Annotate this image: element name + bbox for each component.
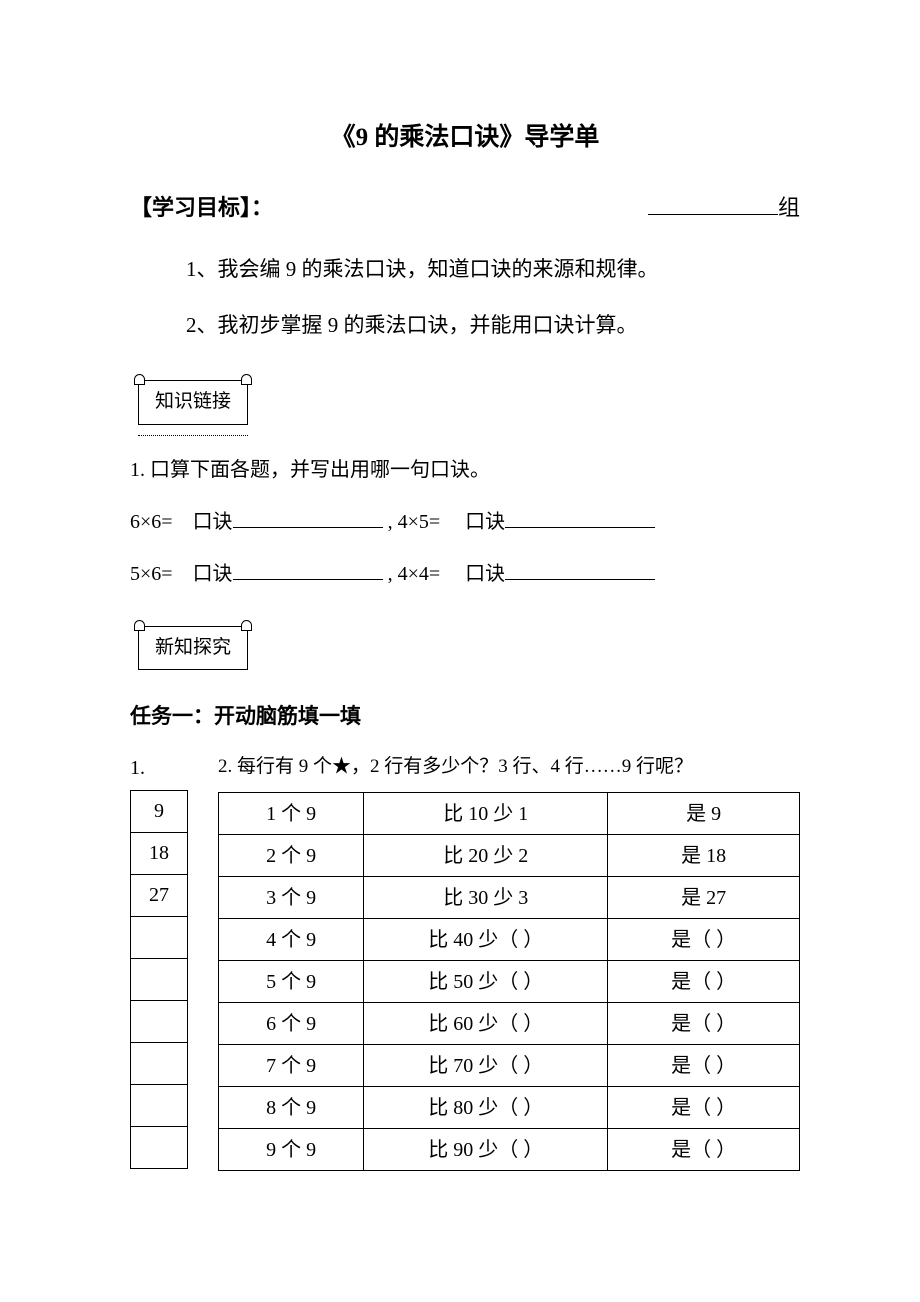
calc-1c: , 4×5=	[388, 511, 441, 533]
small-table: 9 18 27	[130, 790, 188, 1169]
goal-heading: 【学习目标】：	[130, 190, 273, 225]
small-cell[interactable]	[131, 1084, 188, 1126]
big-cell: 2 个 9	[219, 835, 364, 877]
calc-2b-label: 口诀	[193, 563, 233, 585]
big-cell: 9 个 9	[219, 1129, 364, 1171]
group-blank: 组	[648, 190, 800, 225]
table-row: 3 个 9比 30 少 3是 27	[219, 877, 800, 919]
table-row: 7 个 9比 70 少（ ）是（ ）	[219, 1045, 800, 1087]
big-cell[interactable]: 是（ ）	[608, 961, 800, 1003]
calc-1b-label: 口诀	[193, 511, 233, 533]
big-cell[interactable]: 比 80 少（ ）	[364, 1087, 608, 1129]
big-cell[interactable]: 比 50 少（ ）	[364, 961, 608, 1003]
small-cell[interactable]: 18	[131, 832, 188, 874]
big-cell: 比 20 少 2	[364, 835, 608, 877]
big-cell: 比 30 少 3	[364, 877, 608, 919]
worksheet-title: 《9 的乘法口诀》导学单	[130, 118, 800, 158]
goal-item-1: 1、我会编 9 的乘法口诀，知道口诀的来源和规律。	[186, 253, 800, 287]
small-cell[interactable]	[131, 916, 188, 958]
big-cell[interactable]: 是（ ）	[608, 919, 800, 961]
big-cell: 8 个 9	[219, 1087, 364, 1129]
group-underline[interactable]	[648, 195, 778, 215]
section-label-explore: 新知探究	[138, 626, 248, 670]
calc-2a: 5×6=	[130, 563, 173, 585]
table-row: 6 个 9比 60 少（ ）是（ ）	[219, 1003, 800, 1045]
small-cell[interactable]	[131, 1000, 188, 1042]
table-row: 9 个 9比 90 少（ ）是（ ）	[219, 1129, 800, 1171]
small-cell[interactable]	[131, 1042, 188, 1084]
table-row: 8 个 9比 80 少（ ）是（ ）	[219, 1087, 800, 1129]
big-cell: 比 10 少 1	[364, 793, 608, 835]
table-row: 1 个 9比 10 少 1是 9	[219, 793, 800, 835]
goal-item-2: 2、我初步掌握 9 的乘法口诀，并能用口诀计算。	[186, 309, 800, 343]
big-cell: 7 个 9	[219, 1045, 364, 1087]
big-cell[interactable]: 是（ ）	[608, 1045, 800, 1087]
table-row: 5 个 9比 50 少（ ）是（ ）	[219, 961, 800, 1003]
small-cell[interactable]: 27	[131, 874, 188, 916]
big-table: 1 个 9比 10 少 1是 9 2 个 9比 20 少 2是 18 3 个 9…	[218, 792, 800, 1171]
q1-number: 1.	[130, 752, 190, 784]
table-row: 2 个 9比 20 少 2是 18	[219, 835, 800, 877]
big-cell[interactable]: 比 60 少（ ）	[364, 1003, 608, 1045]
right-column: 2. 每行有 9 个★，2 行有多少个？3 行、4 行……9 行呢？ 1 个 9…	[218, 752, 800, 1171]
dotted-underline	[138, 435, 248, 436]
calc-1d-label: 口诀	[465, 511, 505, 533]
big-cell[interactable]: 比 40 少（ ）	[364, 919, 608, 961]
calc-1d-blank[interactable]	[505, 508, 655, 528]
big-cell[interactable]: 是（ ）	[608, 1087, 800, 1129]
left-column: 1. 9 18 27	[130, 752, 190, 1169]
small-cell[interactable]	[131, 958, 188, 1000]
calc-1a: 6×6=	[130, 511, 173, 533]
calc-2b-blank[interactable]	[233, 560, 383, 580]
small-cell[interactable]	[131, 1126, 188, 1168]
calc-2d-blank[interactable]	[505, 560, 655, 580]
big-cell: 1 个 9	[219, 793, 364, 835]
section-label-knowledge: 知识链接	[138, 380, 248, 424]
table-row: 4 个 9比 40 少（ ）是（ ）	[219, 919, 800, 961]
calc-2d-label: 口诀	[465, 563, 505, 585]
section1-prompt: 1. 口算下面各题，并写出用哪一句口诀。	[130, 454, 800, 486]
big-cell: 是 18	[608, 835, 800, 877]
calc-1b-blank[interactable]	[233, 508, 383, 528]
calc-2c: , 4×4=	[388, 563, 441, 585]
group-suffix: 组	[778, 195, 800, 220]
big-cell: 3 个 9	[219, 877, 364, 919]
big-cell[interactable]: 是（ ）	[608, 1003, 800, 1045]
big-cell: 是 27	[608, 877, 800, 919]
calc-row-2: 5×6= 口诀 , 4×4= 口诀	[130, 558, 800, 590]
goal-row: 【学习目标】： 组	[130, 190, 800, 225]
small-cell[interactable]: 9	[131, 790, 188, 832]
calc-row-1: 6×6= 口诀 , 4×5= 口诀	[130, 506, 800, 538]
big-cell: 5 个 9	[219, 961, 364, 1003]
big-cell: 4 个 9	[219, 919, 364, 961]
q2-text: 2. 每行有 9 个★，2 行有多少个？3 行、4 行……9 行呢？	[218, 752, 800, 782]
task-heading-1: 任务一：开动脑筋填一填	[130, 700, 800, 734]
big-cell[interactable]: 比 90 少（ ）	[364, 1129, 608, 1171]
big-cell: 6 个 9	[219, 1003, 364, 1045]
big-cell: 是 9	[608, 793, 800, 835]
big-cell[interactable]: 是（ ）	[608, 1129, 800, 1171]
task-row: 1. 9 18 27 2. 每行有 9 个★，2 行有多少个？3 行、4 行………	[130, 752, 800, 1171]
big-cell[interactable]: 比 70 少（ ）	[364, 1045, 608, 1087]
